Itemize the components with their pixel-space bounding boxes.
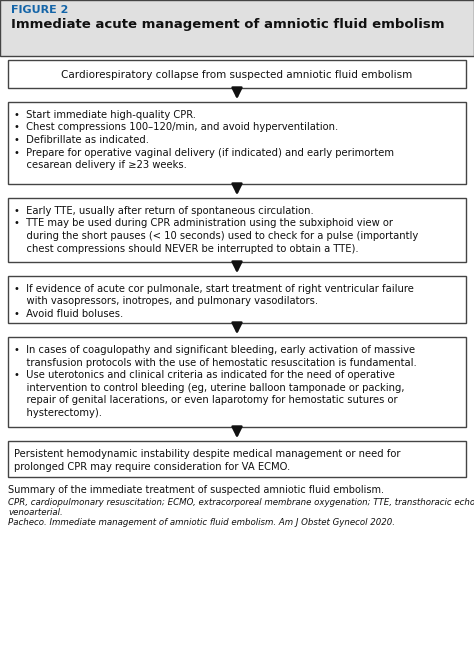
Bar — [8, 198, 466, 262]
Text: Pacheco. Immediate management of amniotic fluid embolism. Am J Obstet Gynecol 20: Pacheco. Immediate management of amnioti… — [8, 518, 395, 527]
Text: intervention to control bleeding (eg, uterine balloon tamponade or packing,: intervention to control bleeding (eg, ut… — [14, 382, 404, 393]
Text: cesarean delivery if ≥23 weeks.: cesarean delivery if ≥23 weeks. — [14, 160, 187, 170]
Text: FIGURE 2: FIGURE 2 — [11, 5, 68, 15]
Text: •  Avoid fluid boluses.: • Avoid fluid boluses. — [14, 309, 123, 319]
Text: chest compressions should NEVER be interrupted to obtain a TTE).: chest compressions should NEVER be inter… — [14, 244, 359, 253]
Text: •  Start immediate high-quality CPR.: • Start immediate high-quality CPR. — [14, 110, 196, 120]
Bar — [0, 0, 474, 56]
Bar — [8, 102, 466, 184]
Text: Persistent hemodynamic instability despite medical management or need for: Persistent hemodynamic instability despi… — [14, 449, 401, 459]
Bar — [8, 60, 466, 88]
Bar — [8, 337, 466, 427]
Text: CPR, cardiopulmonary resuscitation; ECMO, extracorporeal membrane oxygenation; T: CPR, cardiopulmonary resuscitation; ECMO… — [8, 498, 474, 507]
Text: •  Chest compressions 100–120/min, and avoid hyperventilation.: • Chest compressions 100–120/min, and av… — [14, 123, 338, 132]
Text: •  If evidence of acute cor pulmonale, start treatment of right ventricular fail: • If evidence of acute cor pulmonale, st… — [14, 284, 414, 294]
Bar — [8, 441, 466, 477]
Text: •  Early TTE, usually after return of spontaneous circulation.: • Early TTE, usually after return of spo… — [14, 206, 314, 216]
Bar — [8, 276, 466, 323]
Text: prolonged CPR may require consideration for VA ECMO.: prolonged CPR may require consideration … — [14, 462, 290, 471]
Text: •  Use uterotonics and clinical criteria as indicated for the need of operative: • Use uterotonics and clinical criteria … — [14, 370, 395, 380]
Text: Immediate acute management of amniotic fluid embolism: Immediate acute management of amniotic f… — [11, 18, 445, 31]
Text: •  Defibrillate as indicated.: • Defibrillate as indicated. — [14, 135, 149, 145]
Bar — [0, 0, 474, 56]
Text: Summary of the immediate treatment of suspected amniotic fluid embolism.: Summary of the immediate treatment of su… — [8, 485, 384, 495]
Text: repair of genital lacerations, or even laparotomy for hemostatic sutures or: repair of genital lacerations, or even l… — [14, 395, 398, 405]
Text: transfusion protocols with the use of hemostatic resuscitation is fundamental.: transfusion protocols with the use of he… — [14, 357, 417, 368]
Text: •  In cases of coagulopathy and significant bleeding, early activation of massiv: • In cases of coagulopathy and significa… — [14, 345, 415, 355]
Text: with vasopressors, inotropes, and pulmonary vasodilators.: with vasopressors, inotropes, and pulmon… — [14, 297, 318, 306]
Text: during the short pauses (< 10 seconds) used to check for a pulse (importantly: during the short pauses (< 10 seconds) u… — [14, 231, 418, 241]
Text: hysterectomy).: hysterectomy). — [14, 408, 102, 417]
Text: •  Prepare for operative vaginal delivery (if indicated) and early perimortem: • Prepare for operative vaginal delivery… — [14, 148, 394, 157]
Text: venoarterial.: venoarterial. — [8, 508, 63, 517]
Text: Cardiorespiratory collapse from suspected amniotic fluid embolism: Cardiorespiratory collapse from suspecte… — [61, 70, 413, 80]
Text: •  TTE may be used during CPR administration using the subxiphoid view or: • TTE may be used during CPR administrat… — [14, 219, 393, 228]
